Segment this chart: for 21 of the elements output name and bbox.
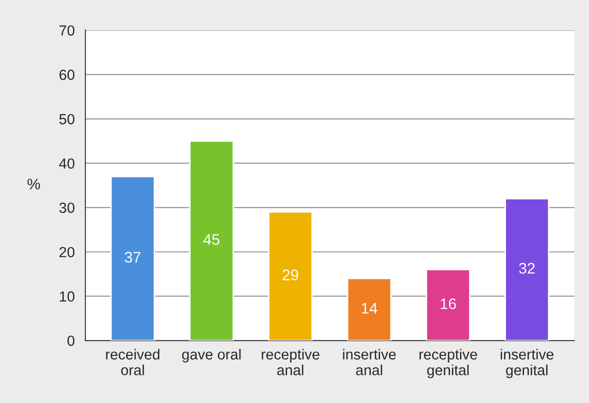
x-tick-label: gave oral: [182, 348, 241, 362]
x-tick-label: insertive anal: [343, 348, 396, 376]
y-tick-label: 10: [60, 291, 74, 302]
y-tick-label: 40: [59, 158, 74, 169]
x-tick-label: receptive genital: [420, 348, 478, 378]
y-tick-label: 60: [60, 70, 74, 80]
data-label: 29: [282, 270, 298, 280]
data-label: 32: [519, 262, 535, 274]
data-label: 16: [440, 298, 456, 310]
y-tick-label: 70: [60, 25, 74, 36]
data-label: 37: [124, 252, 140, 263]
y-tick-label: 0: [67, 336, 74, 346]
y-tick-label: 50: [59, 114, 74, 124]
x-tick-label: receptive anal: [262, 348, 320, 376]
data-label: 45: [203, 234, 220, 245]
x-tick-label: received oral: [106, 348, 160, 376]
x-tick-label: insertive genital: [500, 348, 554, 378]
y-axis-title: %: [28, 178, 40, 190]
data-label: 14: [362, 302, 378, 314]
y-tick-label: 20: [60, 246, 74, 258]
y-tick-label: 30: [59, 202, 74, 213]
